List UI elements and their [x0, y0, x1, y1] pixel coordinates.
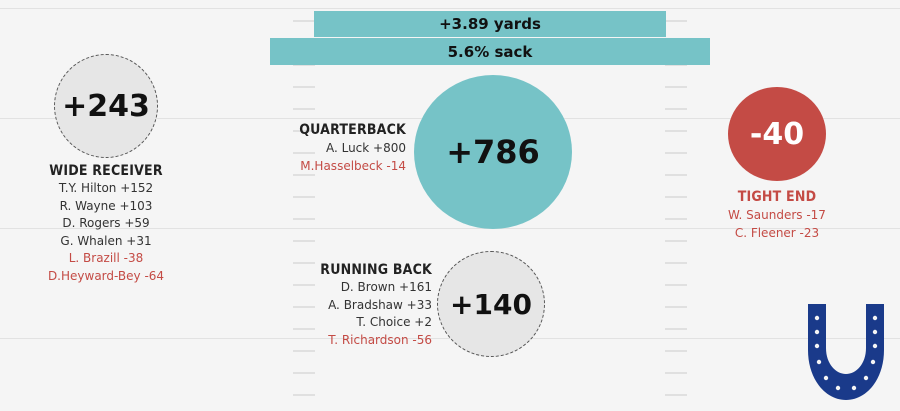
running-back-title: RUNNING BACK [320, 262, 432, 278]
hash-marks-left [293, 0, 315, 411]
hash-mark [293, 174, 315, 176]
hash-mark [665, 86, 687, 88]
hash-mark [665, 350, 687, 352]
hash-mark [293, 306, 315, 308]
player-stat: A. Luck +800 [325, 141, 406, 155]
player-stat: G. Whalen +31 [60, 233, 152, 248]
yard-line [0, 228, 900, 229]
sack-banner-text: 5.6% sack [447, 42, 533, 61]
hash-mark [293, 64, 315, 66]
hash-mark [665, 174, 687, 176]
player-stat: D. Brown +161 [340, 280, 432, 294]
player-stat: C. Fleener -23 [734, 225, 820, 240]
quarterback-circle: +786 [414, 75, 572, 229]
wide-receiver-title: WIDE RECEIVER [49, 163, 163, 179]
hash-mark [293, 86, 315, 88]
player-stat: T. Richardson -56 [328, 332, 432, 347]
hash-mark [665, 284, 687, 286]
sack-banner: 5.6% sack [270, 38, 710, 65]
hash-mark [665, 394, 687, 396]
player-stat: A. Bradshaw +33 [328, 297, 432, 312]
quarterback-value: +786 [446, 133, 540, 171]
hash-mark [293, 196, 315, 198]
player-stat: L. Brazill -38 [68, 251, 144, 265]
hash-mark [293, 130, 315, 132]
player-stat: T. Choice +2 [356, 315, 432, 329]
hash-marks-right [665, 0, 687, 411]
hash-mark [665, 130, 687, 132]
hash-mark [293, 284, 315, 286]
hash-mark [293, 20, 315, 22]
hash-mark [293, 152, 315, 154]
hash-mark [665, 196, 687, 198]
wide-receiver-circle: +243 [54, 54, 158, 158]
player-stat: D.Heyward-Bey -64 [47, 268, 165, 283]
hash-mark [293, 350, 315, 352]
yards-banner: +3.89 yards [314, 11, 666, 37]
running-back-value: +140 [450, 287, 532, 321]
hash-mark [665, 372, 687, 374]
hash-mark [665, 152, 687, 154]
hash-mark [293, 372, 315, 374]
hash-mark [293, 328, 315, 330]
hash-mark [665, 306, 687, 308]
hash-mark [293, 240, 315, 242]
hash-mark [293, 394, 315, 396]
hash-mark [665, 20, 687, 22]
hash-mark [665, 218, 687, 220]
hash-mark [665, 262, 687, 264]
running-back-circle: +140 [437, 251, 545, 357]
hash-mark [293, 218, 315, 220]
player-stat: W. Saunders -17 [728, 208, 826, 222]
hash-mark [665, 108, 687, 110]
wide-receiver-value: +243 [62, 88, 150, 124]
player-stat: M.Hasselbeck -14 [300, 158, 406, 173]
yard-line [0, 8, 900, 9]
yards-banner-text: +3.89 yards [439, 15, 541, 33]
player-stat: R. Wayne +103 [59, 198, 153, 213]
hash-mark [293, 108, 315, 110]
hash-mark [665, 240, 687, 242]
player-stat: D. Rogers +59 [62, 216, 150, 230]
tight-end-title: TIGHT END [737, 189, 817, 205]
hash-mark [293, 262, 315, 264]
tight-end-circle: -40 [728, 87, 826, 181]
player-stat: T.Y. Hilton +152 [58, 181, 154, 195]
quarterback-title: QUARTERBACK [299, 122, 406, 138]
horseshoe-logo-icon [808, 304, 884, 400]
hash-mark [665, 64, 687, 66]
hash-mark [665, 328, 687, 330]
tight-end-value: -40 [749, 116, 805, 152]
